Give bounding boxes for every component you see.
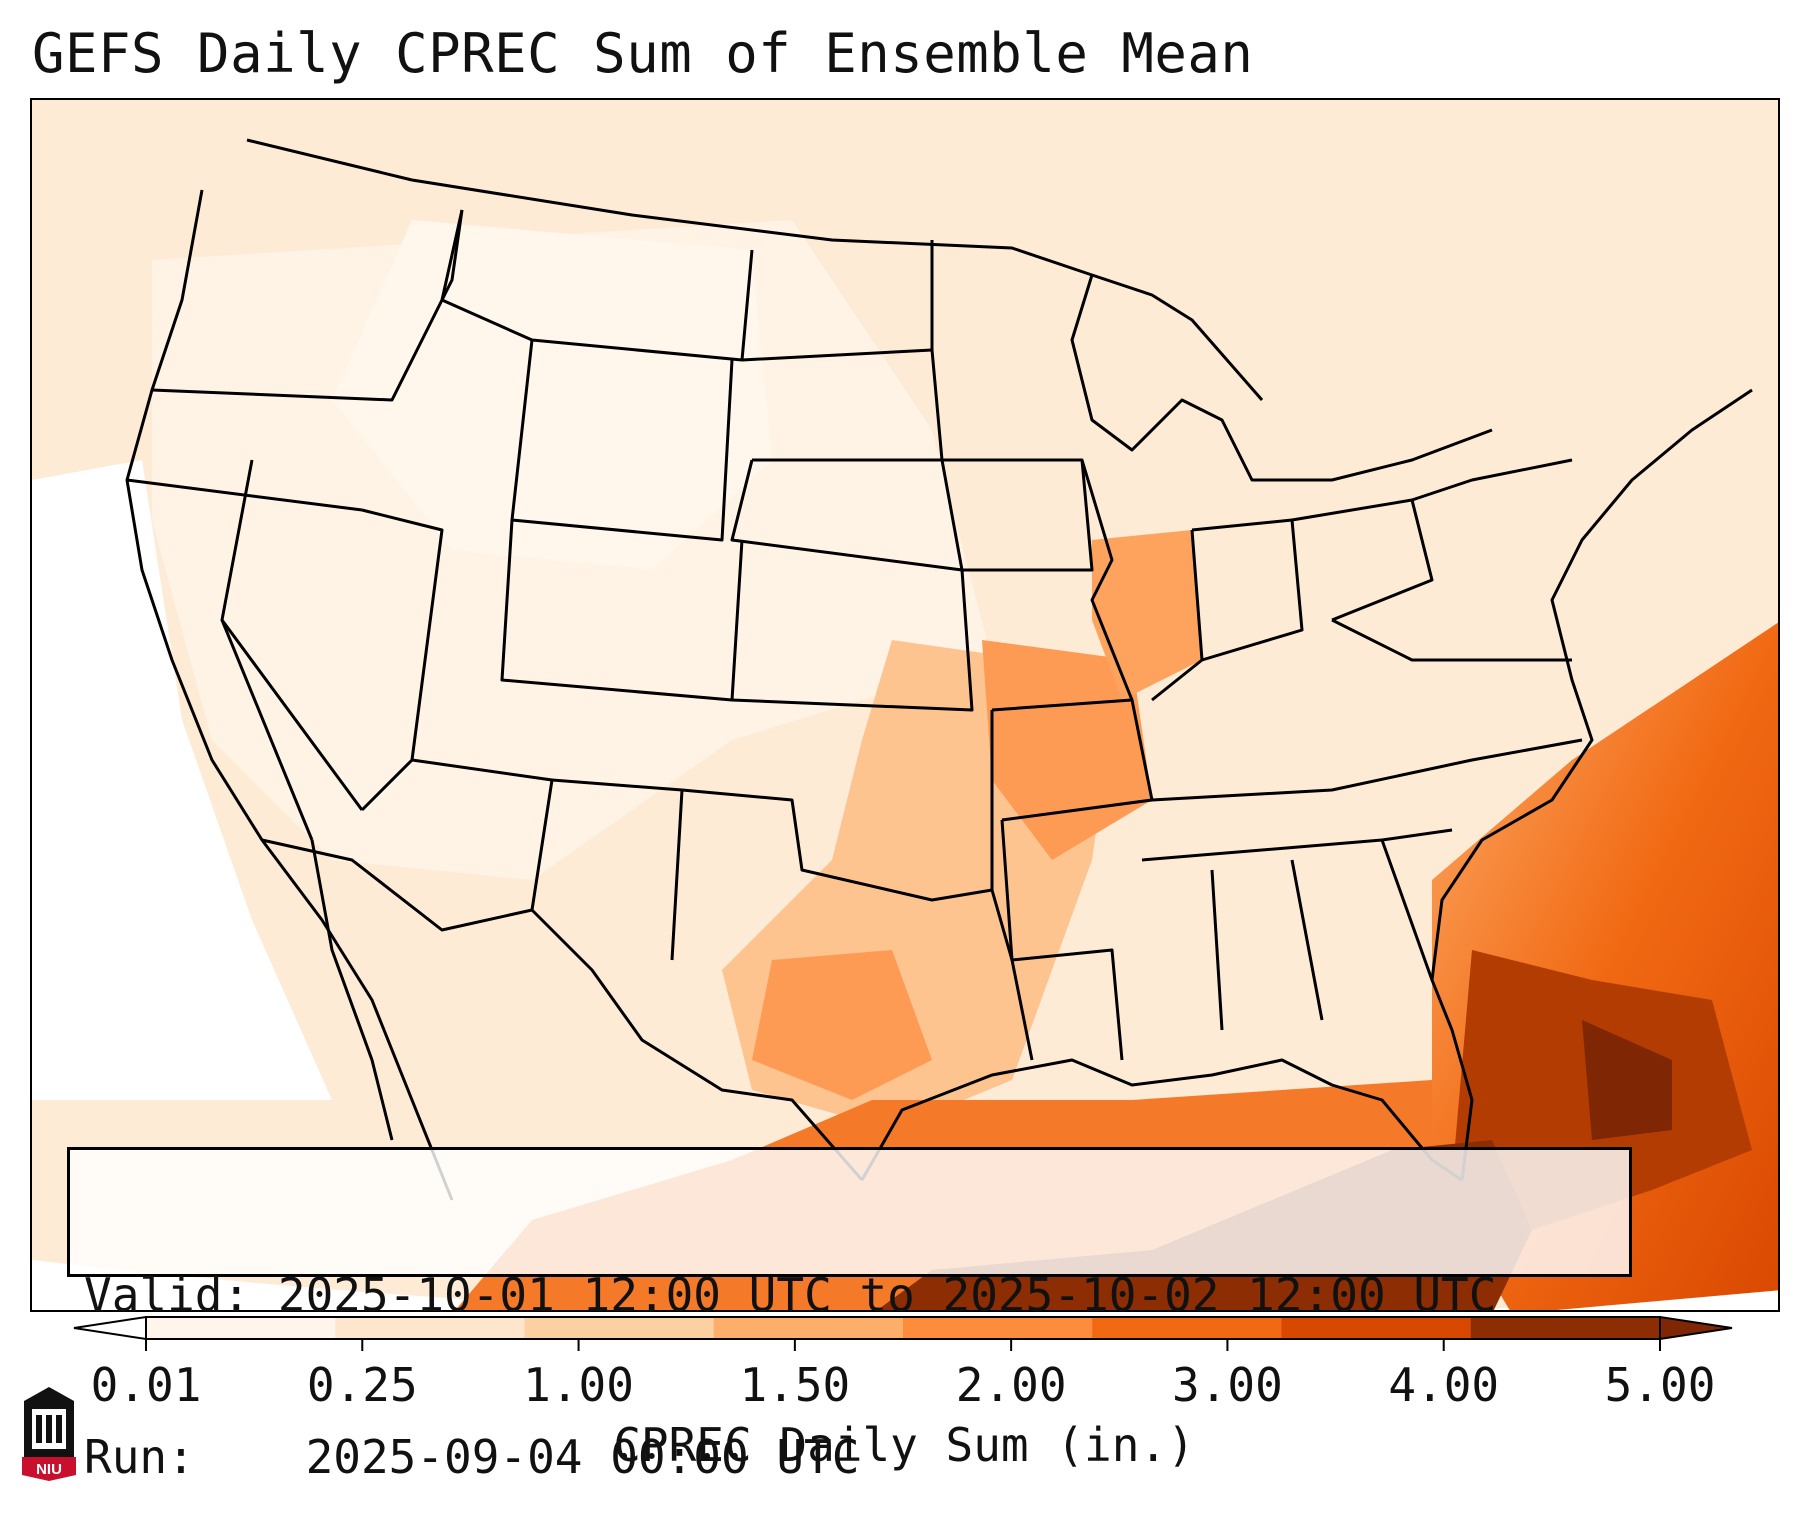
colorbar-ticks — [145, 1339, 1661, 1351]
precip-field-texas — [752, 950, 932, 1100]
precip-field-bahamas — [1582, 1020, 1672, 1140]
niu-logo-text: NIU — [36, 1461, 62, 1478]
valid-text: 2025-10-01 12:00 UTC to 2025-10-02 12:00… — [277, 1268, 1497, 1322]
colorbar-tick-label: 4.00 — [1388, 1358, 1500, 1412]
colorbar — [73, 1315, 1733, 1351]
colorbar-tick-label: 0.01 — [90, 1358, 202, 1412]
colorbar-tick-label: 1.00 — [523, 1358, 634, 1412]
colorbar-segment — [524, 1317, 715, 1339]
colorbar-segment — [1281, 1317, 1472, 1339]
precip-field-illinois — [1092, 530, 1202, 700]
valid-label: Valid: — [84, 1268, 251, 1322]
state-borders — [125, 138, 1753, 1201]
colorbar-segment — [1470, 1317, 1661, 1339]
colorbar-segment — [903, 1317, 1093, 1339]
valid-line: Valid: 2025-10-01 12:00 UTC to 2025-10-0… — [84, 1268, 1615, 1322]
colorbar-tick-label: 3.00 — [1172, 1358, 1283, 1412]
map-title: GEFS Daily CPREC Sum of Ensemble Mean — [32, 22, 1254, 85]
niu-logo-icon: NIU — [22, 1387, 76, 1481]
colorbar-tick-label: 1.50 — [739, 1358, 851, 1412]
run-line: Run: 2025-09-04 00:00 UTC — [84, 1430, 1615, 1484]
colorbar-label: CPREC Daily Sum (in.) — [613, 1418, 1195, 1472]
colorbar-tick-label: 2.00 — [955, 1358, 1067, 1412]
precip-map-svg — [32, 100, 1778, 1310]
colorbar-segment — [335, 1317, 525, 1339]
precip-field-pacific — [32, 460, 332, 1100]
colorbar-segment — [1092, 1317, 1282, 1339]
colorbar-segments — [146, 1317, 1661, 1339]
colorbar-over-arrow — [1659, 1315, 1733, 1341]
colorbar-segment — [713, 1317, 904, 1339]
precip-field-mountains — [332, 220, 772, 570]
run-label: Run: — [84, 1430, 195, 1484]
info-box: Valid: 2025-10-01 12:00 UTC to 2025-10-0… — [67, 1147, 1632, 1484]
run-text: 2025-09-04 00:00 UTC — [305, 1430, 860, 1484]
colorbar-tick-label: 0.25 — [306, 1358, 418, 1412]
colorbar-tick-label: 5.00 — [1604, 1358, 1716, 1412]
colorbar-outline — [145, 1316, 1661, 1340]
precip-map — [30, 98, 1780, 1312]
colorbar-under-arrow — [73, 1315, 147, 1341]
colorbar-segment — [146, 1317, 336, 1339]
